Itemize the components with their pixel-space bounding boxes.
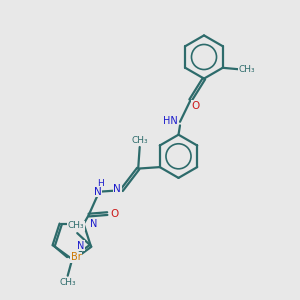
Text: N: N [94, 187, 102, 197]
Text: CH₃: CH₃ [59, 278, 76, 287]
Text: H: H [97, 179, 104, 188]
Text: Br: Br [71, 252, 82, 262]
Text: N: N [77, 241, 84, 251]
Text: CH₃: CH₃ [239, 65, 256, 74]
Text: CH₃: CH₃ [131, 136, 148, 145]
Text: HN: HN [163, 116, 178, 126]
Text: CH₃: CH₃ [68, 221, 84, 230]
Text: O: O [111, 208, 119, 219]
Text: O: O [192, 100, 200, 111]
Text: N: N [90, 219, 98, 229]
Text: N: N [113, 184, 121, 194]
